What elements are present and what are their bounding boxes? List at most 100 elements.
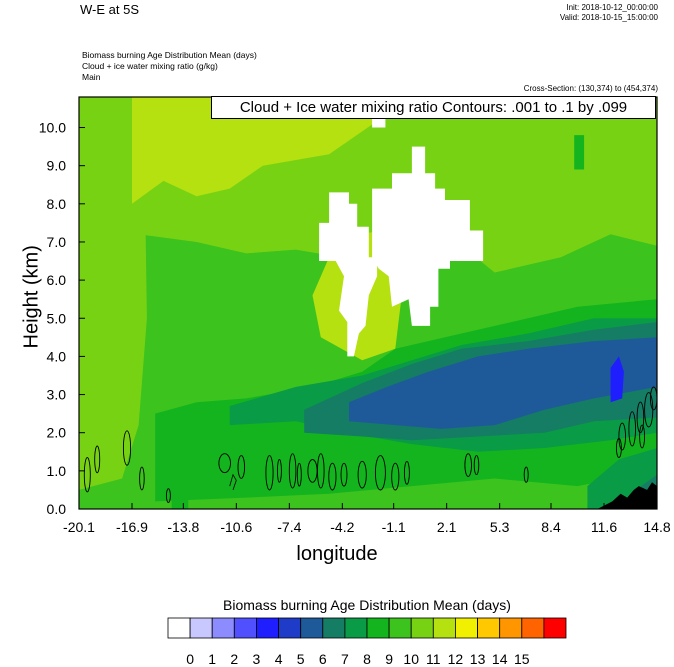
colorbar-label: 14 (492, 651, 508, 667)
x-tick-label: 11.6 (591, 519, 617, 535)
colorbar-label: 4 (275, 651, 283, 667)
cloud-contour-8 (276, 459, 282, 483)
colorbar-label: 7 (341, 651, 349, 667)
init-time: Init: 2018-10-12_00:00:00 (566, 3, 658, 12)
cloud-contour-28 (639, 424, 646, 449)
cloud-contour-20 (473, 455, 480, 476)
field-upper-yellow (79, 97, 147, 490)
plot-title: W-E at 5S (80, 2, 140, 17)
colorbar-title: Biomass burning Age Distribution Mean (d… (223, 597, 511, 613)
colorbar-label: 13 (470, 651, 486, 667)
x-tick-label: -10.6 (220, 519, 252, 535)
cloud-contour-15 (357, 460, 367, 489)
cloud-contour-0 (83, 457, 91, 493)
cloud-contour-6 (237, 455, 246, 479)
colorbar-swatch (499, 617, 523, 639)
colorbar-label: 9 (385, 651, 393, 667)
cloud-contour-arc (229, 473, 237, 491)
x-tick-label: -1.1 (382, 519, 406, 535)
colorbar-label: 3 (253, 651, 261, 667)
colorbar-swatch (521, 617, 545, 639)
colorbar-swatch (211, 617, 235, 639)
colorbar-label: 8 (363, 651, 371, 667)
cross-section-label: Cross-Section: (130,374) to (454,374) (523, 84, 658, 93)
colorbar-swatch (432, 617, 456, 639)
cloud-contour-12 (317, 453, 325, 489)
colorbar-label: 6 (319, 651, 327, 667)
colorbar-label: 11 (426, 651, 441, 667)
cloud-contour-4 (165, 488, 171, 503)
y-tick-label: 8.0 (47, 196, 67, 212)
x-tick-label: -7.4 (277, 519, 301, 535)
cloud-white-east (372, 146, 484, 326)
y-tick-label: 5.0 (47, 310, 67, 326)
cloud-contour-1 (94, 445, 101, 474)
contour-info-box: Cloud + Ice water mixing ratio Contours:… (211, 96, 656, 119)
cloud-contour-19 (464, 453, 472, 477)
cloud-contour-21 (523, 466, 529, 483)
x-axis: -20.1 -16.9 -13.8 -10.6 -7.4 -4.2 -1.1 2.1 5.3 8.… (63, 503, 671, 535)
x-tick-label: 14.8 (643, 519, 670, 535)
colorbar-swatch (366, 617, 390, 639)
cloud-contour-5 (218, 453, 231, 474)
y-tick-label: 9.0 (47, 158, 67, 174)
colorbar-swatch (477, 617, 501, 639)
colorbar-label: 15 (514, 651, 530, 667)
y-tick-label: 7.0 (47, 234, 67, 250)
colorbar-swatch (410, 617, 434, 639)
cloud-contour-9 (288, 453, 297, 489)
colorbar-swatch (255, 617, 279, 639)
colorbar-label: 0 (186, 651, 194, 667)
cloud-contour-13 (328, 462, 337, 491)
cloud-contours (83, 386, 657, 503)
cloud-contour-22 (618, 422, 626, 451)
cloud-contour-7 (265, 455, 274, 491)
y-tick-label: 0.0 (47, 501, 67, 517)
x-tick-label: -16.9 (116, 519, 148, 535)
cloud-contour-27 (615, 438, 622, 458)
colorbar-swatch (278, 617, 302, 639)
colorbar-swatch (322, 617, 346, 639)
y-axis-label: Height (km) (20, 245, 43, 349)
x-tick-label: -20.1 (63, 519, 95, 535)
cloud-contour-10 (296, 462, 302, 487)
colorbar-swatch (167, 617, 191, 639)
colorbar-label: 1 (208, 651, 216, 667)
x-tick-label: 8.4 (541, 519, 561, 535)
terrain (597, 482, 657, 509)
cloud-contour-16 (374, 455, 386, 491)
colorbar-swatch (454, 617, 478, 639)
y-tick-label: 1.0 (47, 463, 67, 479)
cloud-contour-14 (340, 462, 348, 487)
valid-time: Valid: 2018-10-15_15:00:00 (559, 13, 658, 22)
cloud-contour-17 (391, 462, 400, 491)
field-label-age: Biomass burning Age Distribution Mean (d… (82, 50, 257, 60)
colorbar-swatch (300, 617, 324, 639)
cloud-contour-23 (628, 411, 636, 447)
cloud-white-region (319, 192, 378, 357)
colorbar-label: 12 (448, 651, 464, 667)
colorbar-swatch (344, 617, 368, 639)
cloud-contour-24 (636, 401, 645, 434)
field-band-6 (349, 337, 657, 429)
field-left-spot (171, 497, 189, 509)
x-tick-label: -13.8 (167, 519, 199, 535)
field-label-domain: Main (82, 72, 101, 82)
x-tick-label: 2.1 (437, 519, 457, 535)
colorbar-swatch (388, 617, 412, 639)
y-axis: 0.0 1.0 2.0 3.0 4.0 5.0 6.0 7.0 8.0 9.0 10.0 (39, 120, 85, 517)
field-label-cloud: Cloud + ice water mixing ratio (g/kg) (82, 61, 218, 71)
colorbar-swatch (233, 617, 257, 639)
y-tick-label: 10.0 (39, 120, 66, 136)
field-upper-dark-spot (574, 135, 585, 170)
cloud-contour-18 (403, 460, 410, 485)
age-field (79, 97, 657, 509)
y-tick-label: 2.0 (47, 425, 67, 441)
colorbar-label: 2 (230, 651, 238, 667)
cloud-contour-26 (649, 386, 657, 411)
colorbar-swatch (189, 617, 213, 639)
y-tick-label: 3.0 (47, 387, 67, 403)
x-axis-label: longitude (296, 543, 378, 565)
cloud-contour-2 (122, 430, 132, 466)
